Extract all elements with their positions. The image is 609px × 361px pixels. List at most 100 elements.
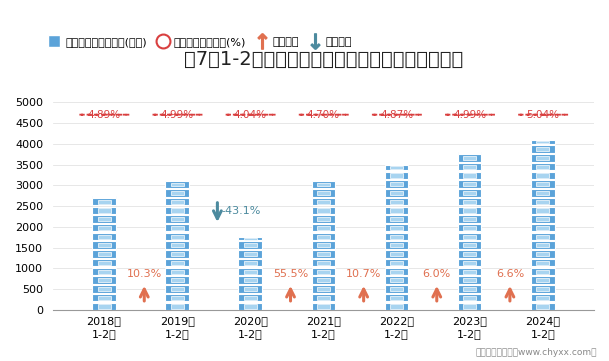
FancyBboxPatch shape (463, 191, 476, 195)
FancyBboxPatch shape (458, 206, 482, 214)
Text: 4.99%: 4.99% (453, 110, 486, 120)
FancyBboxPatch shape (385, 180, 409, 188)
FancyBboxPatch shape (317, 261, 330, 265)
FancyBboxPatch shape (463, 252, 476, 256)
FancyBboxPatch shape (531, 233, 555, 240)
FancyBboxPatch shape (97, 243, 110, 247)
FancyBboxPatch shape (317, 226, 330, 230)
FancyBboxPatch shape (458, 303, 482, 310)
FancyBboxPatch shape (390, 191, 403, 195)
FancyBboxPatch shape (92, 303, 116, 310)
FancyBboxPatch shape (92, 224, 116, 231)
FancyBboxPatch shape (531, 189, 555, 196)
FancyBboxPatch shape (463, 208, 476, 213)
FancyBboxPatch shape (244, 261, 257, 265)
FancyBboxPatch shape (166, 277, 189, 284)
FancyBboxPatch shape (317, 191, 330, 195)
FancyBboxPatch shape (390, 252, 403, 256)
FancyBboxPatch shape (390, 270, 403, 274)
FancyBboxPatch shape (531, 250, 555, 258)
FancyBboxPatch shape (531, 294, 555, 301)
FancyBboxPatch shape (97, 252, 110, 256)
FancyBboxPatch shape (239, 303, 262, 310)
FancyBboxPatch shape (537, 287, 549, 291)
FancyBboxPatch shape (317, 183, 330, 187)
FancyBboxPatch shape (458, 198, 482, 205)
FancyBboxPatch shape (458, 277, 482, 284)
FancyBboxPatch shape (312, 277, 335, 284)
FancyBboxPatch shape (317, 243, 330, 247)
FancyBboxPatch shape (92, 268, 116, 275)
FancyBboxPatch shape (92, 198, 116, 205)
FancyBboxPatch shape (385, 224, 409, 231)
FancyBboxPatch shape (239, 259, 262, 266)
FancyBboxPatch shape (385, 259, 409, 266)
FancyBboxPatch shape (458, 294, 482, 301)
FancyBboxPatch shape (317, 252, 330, 256)
FancyBboxPatch shape (239, 285, 262, 292)
FancyBboxPatch shape (537, 208, 549, 213)
FancyBboxPatch shape (97, 208, 110, 213)
FancyBboxPatch shape (531, 180, 555, 188)
FancyBboxPatch shape (97, 287, 110, 291)
FancyBboxPatch shape (385, 303, 409, 310)
Text: 10.3%: 10.3% (127, 269, 162, 279)
FancyBboxPatch shape (166, 250, 189, 258)
FancyBboxPatch shape (312, 181, 335, 188)
FancyBboxPatch shape (171, 183, 184, 187)
FancyBboxPatch shape (166, 259, 189, 266)
FancyBboxPatch shape (171, 261, 184, 265)
FancyBboxPatch shape (385, 285, 409, 292)
FancyBboxPatch shape (312, 250, 335, 258)
FancyBboxPatch shape (458, 152, 482, 153)
FancyBboxPatch shape (97, 278, 110, 282)
FancyBboxPatch shape (97, 304, 110, 309)
FancyBboxPatch shape (239, 294, 262, 301)
FancyBboxPatch shape (244, 278, 257, 282)
FancyBboxPatch shape (385, 250, 409, 258)
FancyBboxPatch shape (166, 242, 189, 249)
FancyBboxPatch shape (385, 198, 409, 205)
FancyBboxPatch shape (390, 287, 403, 291)
FancyBboxPatch shape (463, 182, 476, 186)
FancyBboxPatch shape (537, 165, 549, 169)
FancyBboxPatch shape (166, 181, 189, 188)
FancyBboxPatch shape (171, 252, 184, 256)
FancyBboxPatch shape (166, 206, 189, 214)
FancyBboxPatch shape (537, 261, 549, 265)
Legend: 社会消费品零售总额(亿元), 湖北省占全国比重(%), 同比增加, 同比减少: 社会消费品零售总额(亿元), 湖北省占全国比重(%), 同比增加, 同比减少 (48, 37, 353, 47)
FancyBboxPatch shape (171, 243, 184, 247)
FancyBboxPatch shape (385, 215, 409, 223)
FancyBboxPatch shape (385, 165, 409, 170)
FancyBboxPatch shape (531, 163, 555, 170)
FancyBboxPatch shape (171, 287, 184, 291)
FancyBboxPatch shape (312, 189, 335, 196)
FancyBboxPatch shape (244, 304, 257, 309)
FancyBboxPatch shape (463, 217, 476, 221)
FancyBboxPatch shape (239, 277, 262, 284)
FancyBboxPatch shape (390, 217, 403, 221)
FancyBboxPatch shape (166, 233, 189, 240)
FancyBboxPatch shape (312, 294, 335, 301)
Text: 6.6%: 6.6% (496, 269, 524, 279)
FancyBboxPatch shape (537, 278, 549, 282)
FancyBboxPatch shape (317, 208, 330, 213)
FancyBboxPatch shape (171, 304, 184, 309)
FancyBboxPatch shape (385, 189, 409, 196)
FancyBboxPatch shape (171, 270, 184, 274)
FancyBboxPatch shape (458, 285, 482, 292)
Text: 4.87%: 4.87% (380, 110, 413, 120)
FancyBboxPatch shape (166, 294, 189, 301)
FancyBboxPatch shape (92, 277, 116, 284)
FancyBboxPatch shape (531, 268, 555, 275)
FancyBboxPatch shape (312, 242, 335, 249)
FancyBboxPatch shape (390, 166, 403, 169)
FancyBboxPatch shape (537, 243, 549, 247)
Title: 近7年1-2月湖北省累计社会消费品零售总额统计图: 近7年1-2月湖北省累计社会消费品零售总额统计图 (184, 50, 463, 69)
FancyBboxPatch shape (92, 294, 116, 301)
FancyBboxPatch shape (463, 200, 476, 204)
FancyBboxPatch shape (166, 189, 189, 196)
FancyBboxPatch shape (97, 200, 110, 204)
FancyBboxPatch shape (458, 259, 482, 266)
FancyBboxPatch shape (531, 277, 555, 284)
